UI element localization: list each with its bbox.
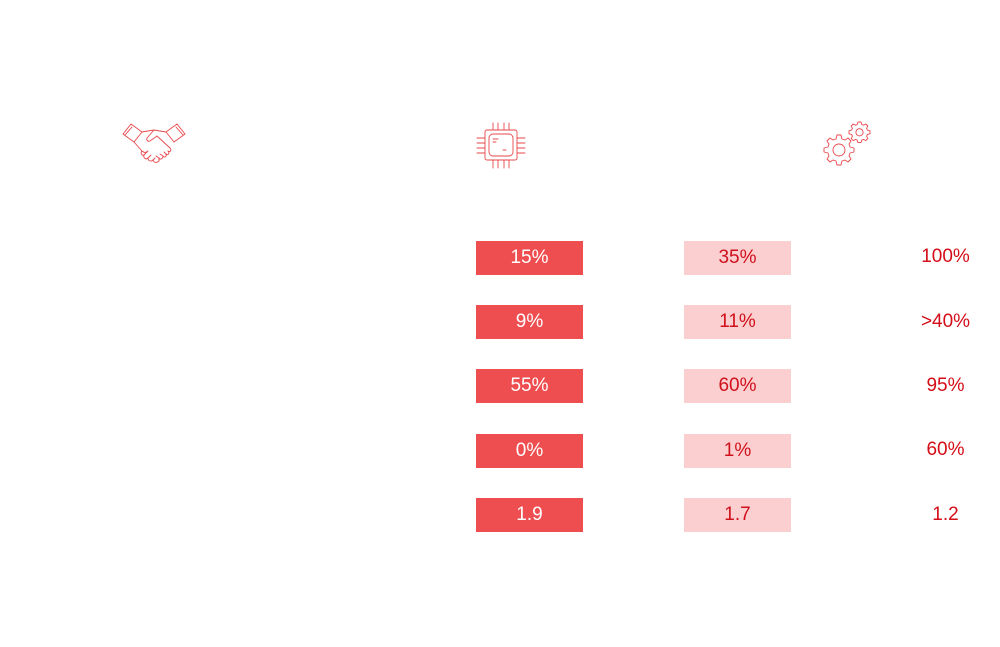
row-3-col-3-value: 95% — [926, 375, 965, 396]
row-4-col-3-value: 60% — [926, 439, 965, 460]
row-3-col-2-value: 60% — [684, 369, 791, 403]
row-2-col-3-value: >40% — [920, 311, 971, 332]
row-5-col-2-value: 1.7 — [684, 498, 791, 532]
row-1-col-1-value: 15% — [476, 241, 583, 275]
row-3-col-1-value: 55% — [476, 369, 583, 403]
row-1-col-2-value: 35% — [684, 241, 791, 275]
gears-icon — [821, 120, 873, 170]
row-5-col-1-value: 1.9 — [476, 498, 583, 532]
row-4-col-1-value: 0% — [476, 434, 583, 468]
row-2-col-1-value: 9% — [476, 305, 583, 339]
handshake-icon — [120, 120, 188, 170]
row-2-col-2-value: 11% — [684, 305, 791, 339]
row-5-col-3-value: 1.2 — [932, 504, 959, 525]
row-4-col-2-value: 1% — [684, 434, 791, 468]
row-1-col-3-value: 100% — [921, 246, 970, 267]
chip-icon — [476, 121, 526, 169]
